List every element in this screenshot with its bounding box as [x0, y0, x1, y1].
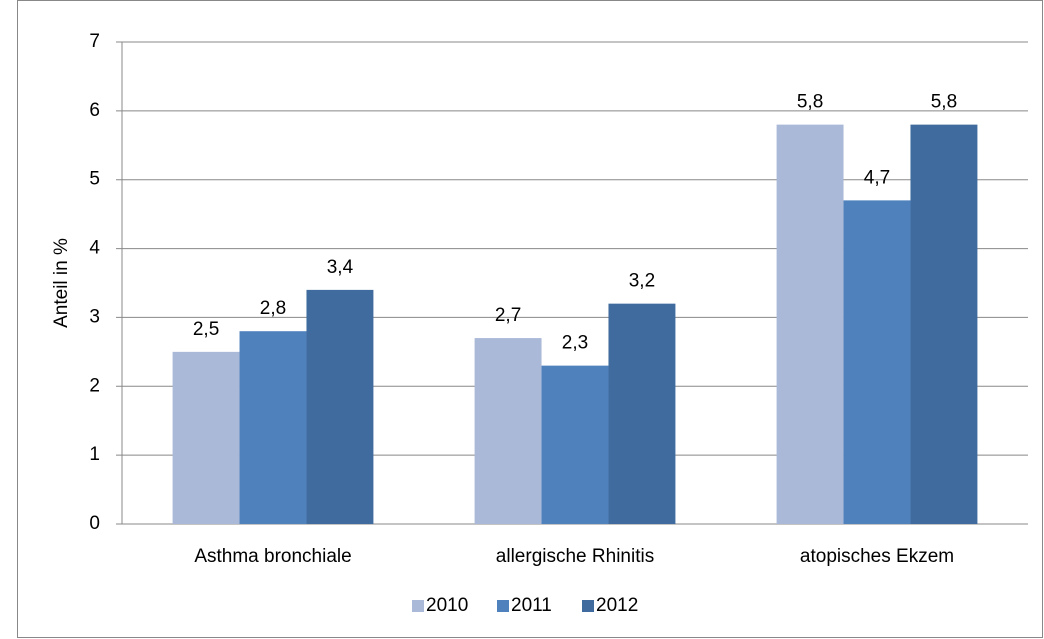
bar — [608, 303, 676, 524]
bar — [910, 124, 978, 524]
data-label: 3,4 — [327, 257, 354, 278]
y-tick-label: 0 — [89, 513, 100, 534]
y-tick-label: 1 — [89, 444, 100, 465]
x-tick-label: Asthma bronchiale — [194, 546, 351, 567]
y-tick-label: 2 — [89, 375, 100, 396]
legend-swatch — [412, 600, 424, 612]
data-label: 5,8 — [931, 92, 957, 113]
bar — [843, 200, 911, 524]
data-label: 3,2 — [629, 271, 655, 292]
x-tick-label: atopisches Ekzem — [800, 546, 954, 567]
y-tick-label: 3 — [89, 306, 100, 327]
bar — [474, 338, 542, 524]
data-label: 2,7 — [495, 305, 521, 326]
y-tick-label: 5 — [89, 169, 100, 190]
data-label: 4,7 — [864, 167, 890, 188]
data-label: 2,3 — [562, 333, 588, 354]
bar — [541, 365, 609, 524]
data-label: 2,5 — [193, 319, 219, 340]
y-tick-label: 6 — [89, 100, 100, 121]
y-tick-label: 4 — [89, 238, 100, 259]
bar — [306, 289, 374, 524]
bar — [172, 351, 240, 524]
legend-swatch — [582, 600, 594, 612]
bar — [239, 331, 307, 524]
legend-label: 2010 — [426, 595, 468, 616]
y-axis-label: Anteil in % — [51, 238, 72, 328]
y-tick-label: 7 — [89, 31, 100, 52]
data-label: 5,8 — [797, 92, 823, 113]
x-tick-label: allergische Rhinitis — [496, 546, 654, 567]
legend-swatch — [497, 600, 509, 612]
legend-label: 2012 — [596, 595, 638, 616]
legend-label: 2011 — [511, 595, 552, 616]
bar — [776, 124, 844, 524]
data-label: 2,8 — [260, 298, 286, 319]
